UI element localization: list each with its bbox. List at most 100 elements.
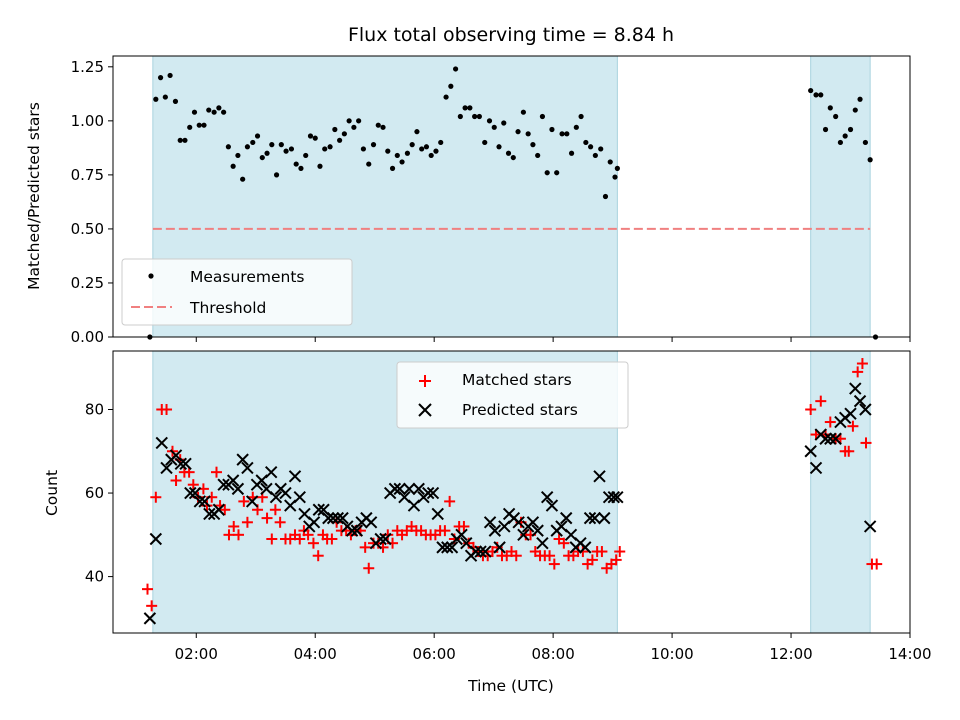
- matched-star-point: [228, 520, 240, 532]
- predicted-star-point: [512, 516, 525, 529]
- measurement-point: [505, 150, 512, 156]
- measurement-point: [250, 139, 256, 146]
- measurement-point: [317, 163, 323, 169]
- top-ytick-label: 0.75: [71, 166, 104, 184]
- measurement-point: [157, 75, 164, 81]
- matched-star-point: [860, 437, 872, 449]
- measurement-point: [196, 122, 202, 128]
- top-ytick-label: 1.00: [71, 112, 104, 130]
- predicted-star-point: [849, 382, 862, 395]
- predicted-star-point: [531, 524, 544, 537]
- matched-star-point: [146, 600, 158, 612]
- matched-star-point: [444, 495, 456, 507]
- measurement-point: [153, 96, 159, 102]
- bottom-xtick-label: 04:00: [294, 645, 337, 663]
- measurement-point: [515, 129, 521, 135]
- matched-star-point: [307, 537, 319, 549]
- predicted-star-point: [579, 541, 592, 554]
- predicted-star-point: [560, 511, 573, 525]
- measurement-point: [544, 170, 550, 176]
- measurement-point: [443, 94, 449, 100]
- measurement-point: [472, 113, 478, 120]
- predicted-star-point: [517, 528, 530, 542]
- measurement-point: [346, 118, 352, 124]
- measurement-point: [592, 152, 598, 159]
- measurement-point: [607, 159, 613, 165]
- measurement-point: [578, 113, 584, 120]
- measurement-point: [327, 144, 333, 150]
- predicted-star-point: [265, 465, 278, 479]
- predicted-star-point: [526, 516, 540, 529]
- predicted-star-point: [431, 507, 444, 521]
- measurement-point: [366, 161, 372, 167]
- matched-star-point: [805, 403, 817, 415]
- bottom-xtick-label: 10:00: [650, 645, 693, 663]
- predicted-star-point: [455, 528, 468, 542]
- matched-star-point: [544, 550, 556, 562]
- predicted-star-point: [231, 482, 245, 496]
- top-ytick-label: 1.25: [71, 58, 104, 76]
- predicted-star-point: [611, 491, 624, 504]
- predicted-star-point: [588, 511, 601, 525]
- measurement-point: [201, 122, 207, 128]
- measurement-point: [559, 131, 565, 137]
- predicted-star-point: [336, 511, 349, 525]
- predicted-star-point: [474, 545, 487, 558]
- measurement-point: [409, 142, 415, 148]
- measurement-point: [399, 159, 405, 165]
- matched-star-point: [261, 512, 273, 524]
- matched-star-point: [269, 504, 281, 516]
- predicted-star-point: [374, 532, 387, 546]
- measurement-point: [520, 109, 526, 115]
- measurement-point: [598, 146, 604, 152]
- bottom-ytick-label: 60: [85, 484, 104, 502]
- measurement-point: [614, 165, 620, 171]
- top-x-ticks: [195, 337, 911, 342]
- bottom-legend-box: [396, 361, 629, 429]
- predicted-star-point: [322, 511, 335, 525]
- measurement-point: [433, 148, 439, 154]
- measurement-point: [564, 131, 570, 137]
- bottom-xtick-label: 02:00: [175, 645, 218, 663]
- measurement-point: [867, 157, 873, 163]
- predicted-star-point: [364, 516, 378, 529]
- measurement-point: [293, 161, 299, 167]
- measurement-point: [303, 152, 309, 159]
- predicted-star-point: [445, 541, 459, 554]
- predicted-star-point: [241, 461, 254, 475]
- legend-measurements-label: Measurements: [190, 268, 305, 286]
- measurement-point: [822, 126, 829, 133]
- measurement-point: [423, 144, 430, 150]
- predicted-star-point: [212, 503, 226, 516]
- predicted-star-point: [226, 474, 240, 487]
- top-axes-frame: [112, 55, 911, 338]
- predicted-star-point: [598, 511, 611, 525]
- measurement-point: [167, 72, 173, 79]
- measurement-point: [404, 150, 411, 156]
- measurement-point: [341, 131, 347, 137]
- measurement-point: [419, 146, 425, 152]
- matched-star-point: [843, 445, 855, 457]
- measurement-point: [259, 154, 265, 161]
- measurement-point: [467, 105, 473, 111]
- measurement-point: [375, 122, 381, 128]
- measurement-point: [356, 118, 362, 124]
- predicted-star-point: [804, 445, 817, 458]
- predicted-star-point: [536, 536, 549, 550]
- predicted-star-point: [143, 612, 157, 625]
- measurement-point: [549, 126, 555, 133]
- measurement-point: [818, 92, 824, 98]
- bottom-y-axis-label: Count: [43, 470, 61, 516]
- measurement-point: [351, 124, 357, 130]
- measurement-point: [332, 126, 338, 133]
- predicted-star-point: [174, 457, 188, 471]
- predicted-star-point: [402, 482, 416, 496]
- predicted-star-point: [179, 457, 192, 471]
- matched-star-point: [274, 516, 286, 528]
- measurement-point: [482, 139, 488, 146]
- measurement-point: [389, 165, 396, 171]
- measurement-point: [457, 113, 463, 120]
- matched-star-point: [219, 504, 231, 516]
- measurement-point: [539, 113, 546, 120]
- measurement-point: [273, 172, 280, 178]
